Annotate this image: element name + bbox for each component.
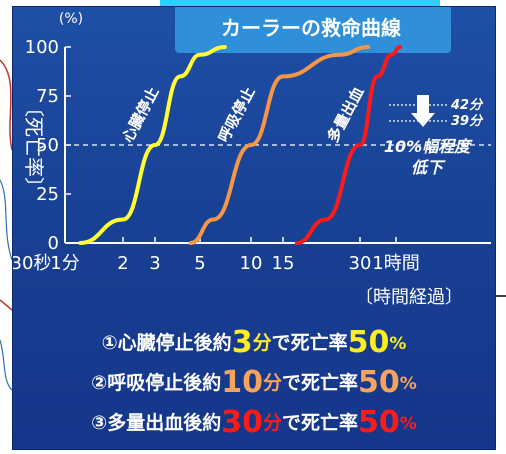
curve-labels: 心臓停止 呼吸停止 多量出血 [119,84,368,145]
summary-line-2: ②呼吸停止後約10分で死亡率50% [13,365,495,400]
summary-line-3: ③多量出血後約30分で死亡率50% [13,405,495,440]
summary-pct: % [399,374,417,394]
summary-line-1: ①心臓停止後約3分で死亡率50% [13,325,495,360]
annotation-42: 42分 [450,97,484,113]
curve-label-1: 呼吸停止 [215,84,259,145]
y-axis-label: 〔死亡率〕 [22,97,46,197]
chart-panel: カーラーの救命曲線 (%) 〔死亡率〕 0 25 50 75 100 30秒 1分 2 3 5 1… [12,6,496,450]
annotation-39: 39分 [451,113,484,129]
summary-prefix: ③多量出血後約 [91,412,222,434]
summary-mid: で死亡率 [282,412,359,434]
x-tick-6: 15 [272,253,295,274]
summary-pct: % [389,334,407,354]
curve-label-2: 多量出血 [324,84,368,145]
curve-2 [294,45,403,245]
annotation-note-2: 低下 [411,158,446,177]
x-axis-label: 〔時間経過〕 [355,287,463,308]
summary-pct-num: 50 [358,405,400,440]
curve-0 [78,45,227,245]
y-tick-50: 50 [36,135,59,156]
summary-unit: 分 [263,372,283,394]
x-tick-1: 1分 [50,253,79,274]
y-tick-25: 25 [36,184,59,205]
chart-title: カーラーの救命曲線 [221,16,401,40]
y-tick-100: 100 [25,37,59,58]
curve-label-0: 心臓停止 [119,84,163,145]
summary-unit: 分 [263,412,283,434]
summary-num: 10 [221,365,263,400]
curve-1 [188,45,370,245]
summary-mid: で死亡率 [282,372,359,394]
summary-unit: 分 [252,332,272,354]
y-unit-label: (%) [59,11,83,27]
summary-mid: で死亡率 [271,332,348,354]
x-tick-7: 30 [349,253,372,274]
x-tick-2: 2 [117,253,128,274]
annotation-note-1: 10%幅程度 [384,137,473,156]
down-arrow-icon [411,95,435,127]
summary-pct: % [399,414,417,434]
x-tick-0: 30秒 [13,253,51,274]
x-tick-5: 10 [240,253,263,274]
x-tick-8: 1時間 [372,253,419,274]
summary-prefix: ②呼吸停止後約 [91,372,222,394]
x-tick-4: 5 [194,253,205,274]
summary-prefix: ①心臓停止後約 [101,332,232,354]
summary-num: 3 [231,325,253,360]
y-tick-75: 75 [36,86,59,107]
y-tick-0: 0 [48,233,59,254]
x-tick-3: 3 [149,253,160,274]
summary-pct-num: 50 [347,325,390,360]
summary-num: 30 [221,405,263,440]
y-tick-labels: 0 25 50 75 100 [25,37,71,254]
summary-pct-num: 50 [358,365,400,400]
curves [78,45,403,245]
